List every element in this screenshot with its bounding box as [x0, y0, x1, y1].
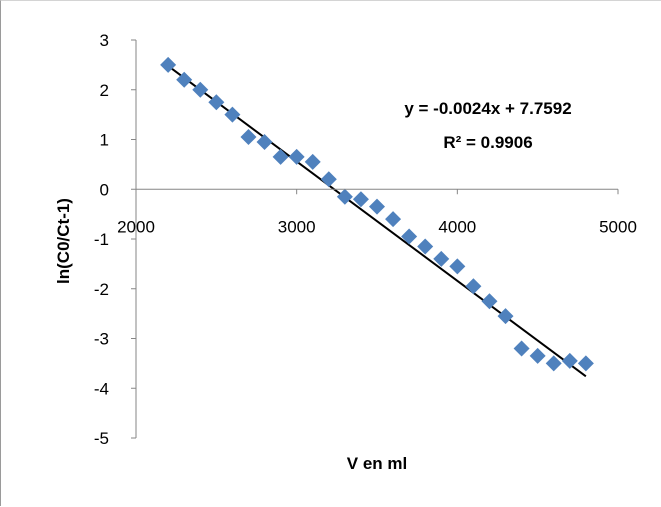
data-point	[465, 278, 482, 295]
data-point	[208, 94, 225, 111]
data-point	[513, 340, 530, 357]
data-point	[304, 153, 321, 170]
data-point	[417, 238, 434, 255]
data-point	[256, 133, 273, 150]
data-point	[288, 148, 305, 165]
data-point	[545, 355, 562, 372]
y-axis-title: ln(C0/Ct-1)	[54, 198, 73, 284]
data-point	[433, 250, 450, 267]
y-tick-label: -5	[94, 429, 109, 448]
data-point	[529, 347, 546, 364]
y-tick-label: -1	[94, 230, 109, 249]
data-point	[352, 191, 369, 208]
data-point	[336, 188, 353, 205]
y-tick-label: 1	[100, 131, 109, 150]
y-tick-label: 2	[100, 81, 109, 100]
x-tick-label: 5000	[599, 217, 637, 236]
data-point	[369, 198, 385, 215]
trendline	[167, 65, 587, 378]
x-axis-title: V en ml	[347, 454, 407, 473]
data-point	[272, 148, 289, 165]
trendline-equation: y = -0.0024x + 7.7592	[404, 99, 571, 118]
y-tick-label: -3	[94, 330, 109, 349]
data-point	[240, 129, 257, 146]
x-tick-label: 3000	[278, 217, 316, 236]
data-point	[176, 71, 193, 88]
data-point	[401, 228, 418, 245]
y-tick-label: 0	[100, 180, 109, 199]
data-point	[497, 308, 514, 325]
data-point	[561, 352, 578, 369]
data-point	[224, 106, 241, 123]
trendline-r-squared: R² = 0.9906	[443, 133, 532, 152]
x-tick-label: 2000	[117, 217, 155, 236]
data-point	[192, 81, 209, 98]
data-point	[385, 211, 402, 228]
data-point	[320, 171, 337, 188]
y-tick-label: -4	[94, 379, 109, 398]
data-point	[449, 258, 466, 275]
x-tick-label: 4000	[438, 217, 476, 236]
y-tick-label: -2	[94, 280, 109, 299]
data-point	[160, 56, 177, 73]
data-point	[481, 293, 498, 310]
y-tick-label: 3	[100, 31, 109, 50]
data-point	[577, 355, 594, 372]
